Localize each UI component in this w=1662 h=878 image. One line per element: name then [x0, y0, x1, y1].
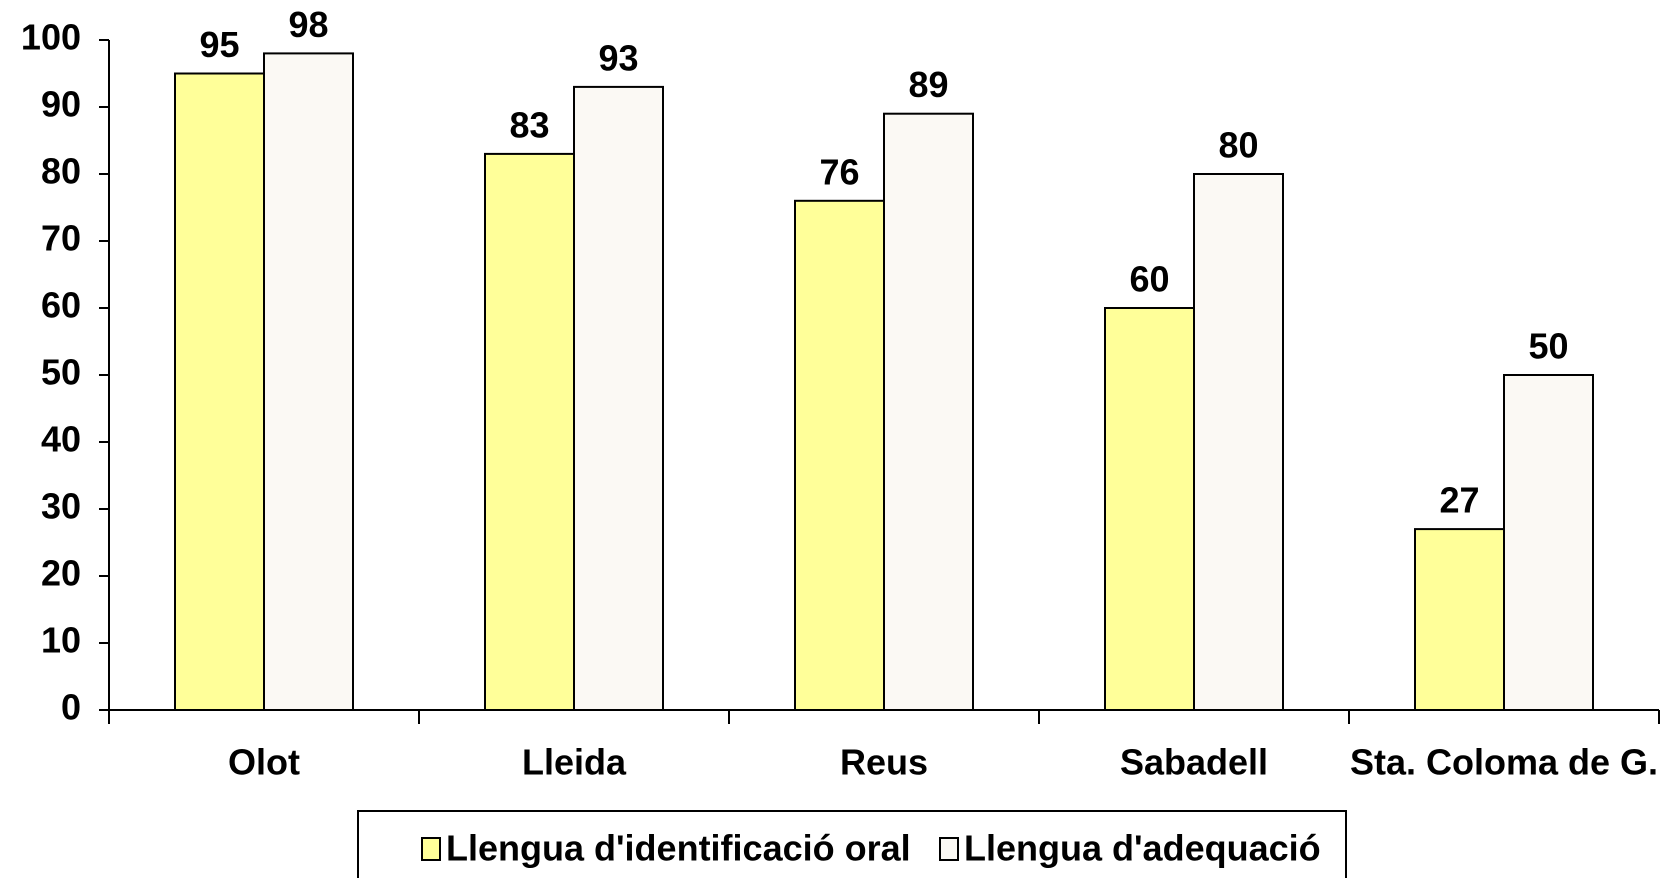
- bar: [1104, 307, 1195, 711]
- x-tick-label: Olot: [228, 742, 300, 783]
- legend-label: Llengua d'adequació: [964, 828, 1321, 869]
- bar: [1414, 528, 1505, 711]
- bar: [263, 52, 354, 711]
- value-label: 60: [1129, 259, 1169, 300]
- y-tick-label: 100: [21, 17, 81, 58]
- y-tick-label: 30: [41, 486, 81, 527]
- legend-swatch: [939, 837, 959, 861]
- value-label: 83: [509, 104, 549, 145]
- y-tick-label: 70: [41, 218, 81, 259]
- bar: [573, 85, 664, 711]
- x-tick-label: Reus: [840, 742, 928, 783]
- bar: [484, 152, 575, 711]
- legend-box: [357, 810, 1347, 878]
- y-tick-label: 10: [41, 620, 81, 661]
- y-tick-label: 60: [41, 285, 81, 326]
- value-label: 50: [1528, 326, 1568, 367]
- x-tick-label: Sta. Coloma de G.: [1350, 742, 1658, 783]
- value-label: 93: [598, 37, 638, 78]
- x-tick-label: Sabadell: [1120, 742, 1268, 783]
- value-label: 76: [819, 151, 859, 192]
- value-label: 95: [199, 24, 239, 65]
- bar: [174, 72, 265, 711]
- legend-label: Llengua d'identificació oral: [446, 828, 911, 869]
- x-tick-label: Lleida: [522, 742, 627, 783]
- bar: [1503, 374, 1594, 711]
- y-tick-label: 40: [41, 419, 81, 460]
- bar: [1193, 173, 1284, 711]
- value-label: 80: [1218, 125, 1258, 166]
- y-tick-label: 20: [41, 553, 81, 594]
- legend-swatch: [421, 837, 441, 861]
- y-tick-label: 50: [41, 352, 81, 393]
- value-label: 89: [908, 64, 948, 105]
- y-tick-label: 90: [41, 84, 81, 125]
- bar: [883, 112, 974, 711]
- value-label: 27: [1439, 480, 1479, 521]
- bar: [794, 199, 885, 712]
- value-label: 98: [288, 4, 328, 45]
- y-tick-label: 80: [41, 151, 81, 192]
- y-tick-label: 0: [61, 687, 81, 728]
